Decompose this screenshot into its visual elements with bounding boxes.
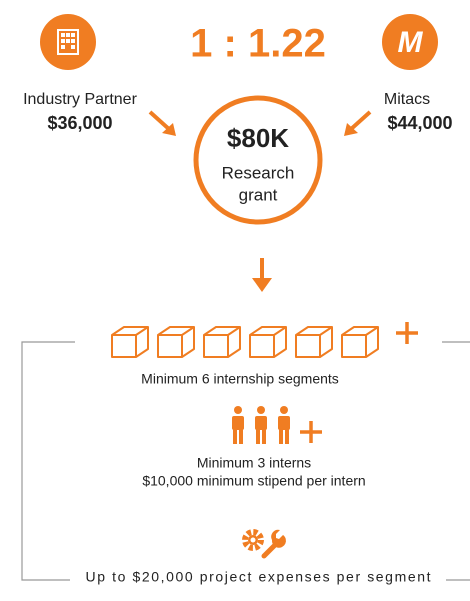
- plus: [300, 421, 322, 443]
- segment-cubes: [111, 326, 379, 358]
- expenses-text: Up to $20,000 project expenses per segme…: [86, 569, 431, 585]
- grant-line2: grant: [239, 185, 278, 204]
- tools-icon: [242, 529, 286, 559]
- interns-line2: $10,000 minimum stipend per intern: [142, 473, 365, 489]
- intern-icons: [232, 406, 290, 444]
- ratio: 1 : 1.22: [190, 22, 326, 66]
- partner-icon: [40, 14, 96, 70]
- plus: [396, 322, 418, 344]
- mitacs-icon: [382, 14, 438, 70]
- segments-text: Minimum 6 internship segments: [141, 371, 339, 387]
- partner-amount: $36,000: [47, 113, 112, 133]
- mitacs-label: Mitacs: [384, 91, 430, 108]
- mitacs-logo: M: [398, 26, 424, 59]
- interns-line1: Minimum 3 interns: [197, 455, 311, 471]
- grant-amount: $80K: [227, 123, 289, 153]
- partner-label: Industry Partner: [23, 91, 138, 108]
- grant-circle: [193, 95, 323, 225]
- bracket: [21, 341, 470, 581]
- mitacs-amount: $44,000: [387, 113, 452, 133]
- grant-line1: Research: [222, 163, 295, 182]
- arrows: [148, 110, 372, 292]
